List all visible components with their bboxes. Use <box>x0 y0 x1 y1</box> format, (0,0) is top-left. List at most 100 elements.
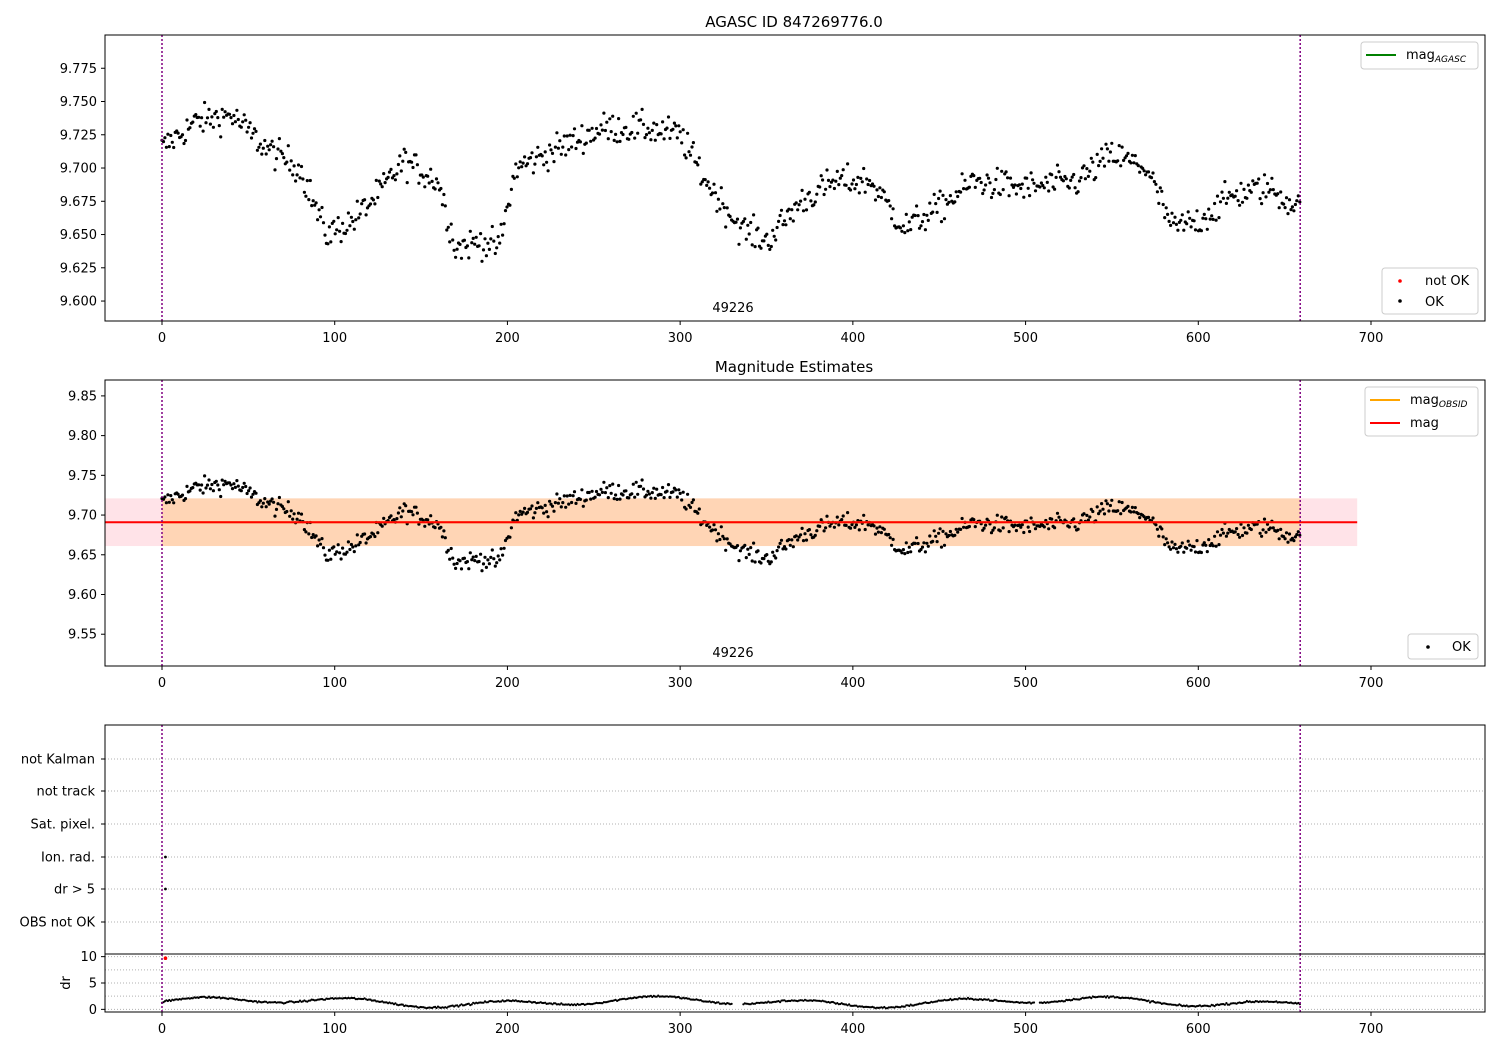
ok-point <box>183 497 188 501</box>
ok-point <box>907 220 911 224</box>
ok-point <box>716 197 721 201</box>
ok-point <box>784 547 788 551</box>
ok-point <box>614 493 618 497</box>
dr-point <box>574 1004 578 1007</box>
ok-point <box>653 496 657 500</box>
dr-point <box>457 1005 460 1008</box>
ok-point <box>1126 504 1130 508</box>
ok-point <box>479 232 483 236</box>
ok-point <box>765 553 769 557</box>
ok-point <box>840 518 844 522</box>
ok-point <box>288 514 292 518</box>
ok-point <box>1101 507 1105 511</box>
ok-point <box>668 495 672 499</box>
flag-label: OBS not OK <box>20 916 96 931</box>
x-tick-label: 0 <box>158 676 166 691</box>
ok-point <box>543 150 547 154</box>
ok-point <box>483 237 487 241</box>
ok-point <box>163 495 167 499</box>
ok-point <box>198 124 202 128</box>
ok-point <box>618 139 622 143</box>
dr-point <box>401 1003 404 1006</box>
ok-point <box>517 166 521 170</box>
ok-point <box>844 523 848 528</box>
ok-point <box>1077 179 1082 183</box>
ok-point <box>188 126 192 130</box>
ok-point <box>345 228 349 232</box>
y-tick-label: 9.80 <box>68 429 97 444</box>
ok-point <box>684 507 688 511</box>
ok-point <box>1004 170 1008 174</box>
ok-point <box>242 113 246 117</box>
ok-point <box>1214 544 1218 548</box>
ok-point <box>264 505 268 509</box>
ok-point <box>220 107 224 111</box>
ok-point <box>1213 534 1217 538</box>
ok-point <box>1217 543 1221 547</box>
ok-point <box>414 505 418 509</box>
ok-point <box>859 176 863 180</box>
ok-point <box>571 134 575 138</box>
ok-point <box>791 545 795 549</box>
ok-point <box>1249 190 1253 194</box>
ok-point <box>1107 159 1111 163</box>
ok-point <box>1170 540 1174 544</box>
ok-point <box>578 140 583 144</box>
ok-point <box>1286 540 1290 544</box>
ok-point <box>531 171 536 175</box>
ok-point <box>801 209 806 213</box>
ok-point <box>799 199 803 203</box>
ok-point <box>721 534 725 538</box>
ok-point <box>443 536 447 540</box>
ok-point <box>655 487 659 491</box>
ok-point <box>1279 527 1283 532</box>
dr-y-tick-label: 5 <box>89 977 97 992</box>
ok-point <box>1220 527 1224 532</box>
ok-point <box>341 221 345 225</box>
ok-point <box>649 138 653 142</box>
ok-point <box>392 174 396 178</box>
ok-point <box>323 233 327 237</box>
ok-point <box>580 124 584 128</box>
ok-point <box>567 148 571 152</box>
ok-point <box>1223 180 1227 184</box>
dr-point <box>1297 1001 1300 1005</box>
ok-point <box>185 484 189 488</box>
ok-point <box>1261 528 1265 532</box>
ok-point <box>804 538 809 542</box>
ok-point <box>641 122 646 126</box>
ok-point <box>455 561 459 566</box>
ok-point <box>888 204 892 208</box>
ok-point <box>825 514 829 518</box>
ok-point <box>803 532 807 536</box>
ok-point <box>920 220 925 224</box>
ok-point <box>565 134 569 138</box>
ok-point <box>1289 208 1293 212</box>
ok-point <box>291 173 295 177</box>
ok-point <box>1240 533 1245 538</box>
ok-point <box>313 203 317 207</box>
ok-point <box>1101 156 1105 160</box>
ok-point <box>239 489 243 493</box>
ok-point <box>782 545 787 549</box>
ok-point <box>1260 534 1264 538</box>
ok-point <box>355 199 359 203</box>
ok-point <box>643 136 647 140</box>
ok-point <box>794 534 798 538</box>
ok-point <box>759 246 763 250</box>
ok-point <box>371 198 375 202</box>
panel2-legend-points: OK <box>1407 633 1479 660</box>
ok-point <box>574 146 578 151</box>
ok-point <box>962 187 966 191</box>
ok-point <box>1095 152 1099 156</box>
ok-point <box>671 490 675 494</box>
ok-point <box>1110 141 1114 145</box>
ok-point <box>245 491 249 496</box>
ok-point <box>1047 189 1051 193</box>
ok-point <box>838 176 842 180</box>
ok-point <box>520 165 524 169</box>
ok-point <box>1189 225 1193 229</box>
ok-point <box>1138 516 1142 520</box>
ok-point <box>1120 500 1124 505</box>
ok-point <box>1017 183 1022 187</box>
